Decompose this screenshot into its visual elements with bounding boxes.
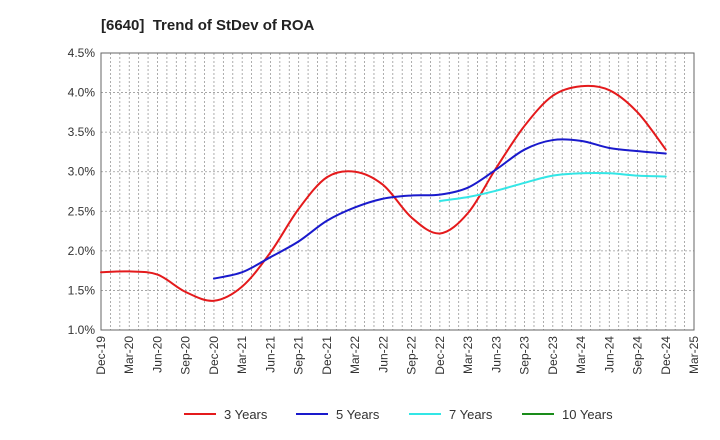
x-tick-label: Jun-24 [602, 336, 616, 373]
x-tick-label: Jun-20 [150, 336, 164, 373]
y-tick-label: 2.0% [68, 244, 96, 258]
y-tick-label: 1.0% [68, 323, 96, 337]
grid [100, 52, 695, 331]
x-tick-label: Dec-20 [207, 336, 221, 375]
x-tick-label: Dec-24 [659, 336, 673, 375]
x-tick-label: Mar-22 [348, 336, 362, 374]
chart-title: [6640] Trend of StDev of ROA [101, 17, 315, 34]
legend-label-10-years: 10 Years [562, 407, 613, 422]
y-tick-label: 2.5% [68, 204, 96, 218]
x-tick-label: Sep-23 [518, 336, 532, 375]
series-line-7-years [438, 172, 667, 202]
legend-label-7-years: 7 Years [449, 407, 493, 422]
legend: 3 Years 5 Years 7 Years 10 Years [184, 407, 613, 422]
legend-label-5-years: 5 Years [336, 407, 380, 422]
x-tick-label: Mar-25 [687, 336, 701, 374]
axes: 1.0% 1.5% 2.0% 2.5% 3.0% 3.5% 4.0% 4.5% Dec-19 Ma… [68, 46, 701, 375]
x-tick-label: Mar-21 [235, 336, 249, 374]
series-lines [100, 84, 667, 302]
x-tick-label: Dec-21 [320, 336, 334, 375]
x-tick-label: Jun-23 [489, 336, 503, 373]
x-tick-label: Mar-20 [122, 336, 136, 374]
plot-border [100, 52, 695, 331]
plot-area [101, 53, 694, 330]
x-tick-label: Dec-22 [433, 336, 447, 375]
y-tick-label: 1.5% [68, 283, 96, 297]
x-tick-label: Mar-23 [461, 336, 475, 374]
x-tick-label: Dec-23 [546, 336, 560, 375]
x-tick-label: Sep-22 [405, 336, 419, 375]
x-tick-label: Sep-21 [292, 336, 306, 375]
x-tick-label: Jun-21 [263, 336, 277, 373]
y-tick-label: 3.0% [68, 165, 96, 179]
y-tick-label: 3.5% [68, 125, 96, 139]
legend-label-3-years: 3 Years [224, 407, 268, 422]
y-tick-label: 4.0% [68, 86, 96, 100]
x-tick-label: Mar-24 [574, 336, 588, 374]
x-tick-label: Jun-22 [376, 336, 390, 373]
series-line-5-years [212, 138, 667, 280]
x-tick-label: Sep-20 [179, 336, 193, 375]
series-line-3-years [100, 84, 667, 302]
x-tick-label: Sep-24 [631, 336, 645, 375]
x-tick-label: Dec-19 [94, 336, 108, 375]
y-tick-label: 4.5% [68, 46, 96, 60]
